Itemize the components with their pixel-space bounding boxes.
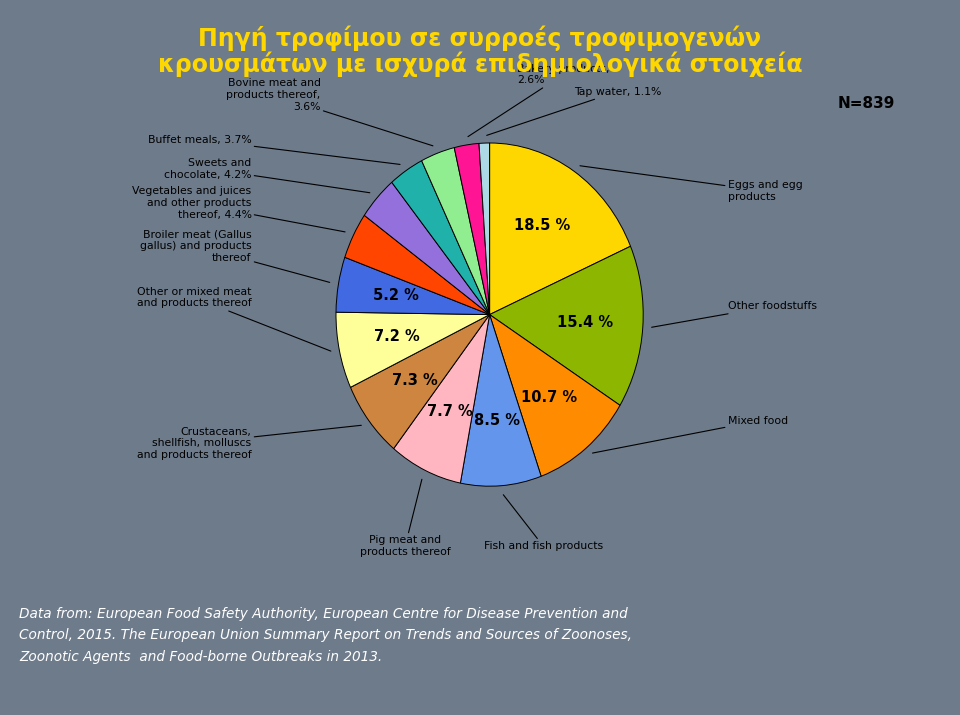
Text: Vegetables and juices
and other products
thereof, 4.4%: Vegetables and juices and other products… [132,187,345,232]
Text: κρουσμάτων με ισχυρά επιδημιολογικά στοιχεία: κρουσμάτων με ισχυρά επιδημιολογικά στοι… [157,51,803,77]
Wedge shape [364,182,490,315]
Text: Other foodstuffs: Other foodstuffs [652,301,817,327]
Text: 7.7 %: 7.7 % [427,404,472,419]
Text: 10.7 %: 10.7 % [521,390,577,405]
Text: 7.3 %: 7.3 % [392,373,438,388]
Wedge shape [336,312,490,388]
Wedge shape [490,246,643,405]
Wedge shape [394,315,490,483]
Text: 8.5 %: 8.5 % [474,413,519,428]
Wedge shape [490,315,620,476]
Text: Eggs and egg
products: Eggs and egg products [580,166,803,202]
Text: Other or mixed meat
and products thereof: Other or mixed meat and products thereof [136,287,331,351]
Text: Fish and fish products: Fish and fish products [484,495,603,551]
Wedge shape [392,161,490,315]
Text: Tap water, 1.1%: Tap water, 1.1% [487,87,661,135]
Text: N=839: N=839 [837,96,895,111]
Text: 7.2 %: 7.2 % [373,330,420,345]
Text: 15.4 %: 15.4 % [557,315,612,330]
Text: Buffet meals, 3.7%: Buffet meals, 3.7% [148,134,400,164]
Wedge shape [421,147,490,315]
Text: Sweets and
chocolate, 4.2%: Sweets and chocolate, 4.2% [164,158,370,193]
Wedge shape [336,257,490,315]
Text: Πηγή τροφίμου σε συρροές τροφιμογενών: Πηγή τροφίμου σε συρροές τροφιμογενών [199,25,761,51]
Wedge shape [461,315,541,486]
Text: Pig meat and
products thereof: Pig meat and products thereof [360,479,450,557]
Text: Bakery products,
2.6%: Bakery products, 2.6% [468,64,610,137]
Text: Mixed food: Mixed food [592,416,788,453]
Text: Crustaceans,
shellfish, molluscs
and products thereof: Crustaceans, shellfish, molluscs and pro… [136,425,361,460]
Wedge shape [350,315,490,448]
Wedge shape [479,143,490,315]
Text: Bovine meat and
products thereof,
3.6%: Bovine meat and products thereof, 3.6% [227,79,433,146]
Text: 18.5 %: 18.5 % [514,218,570,233]
Wedge shape [454,144,490,315]
Wedge shape [490,143,631,315]
Text: Broiler meat (Gallus
gallus) and products
thereof: Broiler meat (Gallus gallus) and product… [140,230,329,282]
Text: Data from: European Food Safety Authority, European Centre for Disease Preventio: Data from: European Food Safety Authorit… [19,606,633,664]
Wedge shape [345,215,490,315]
Text: 5.2 %: 5.2 % [372,288,419,303]
